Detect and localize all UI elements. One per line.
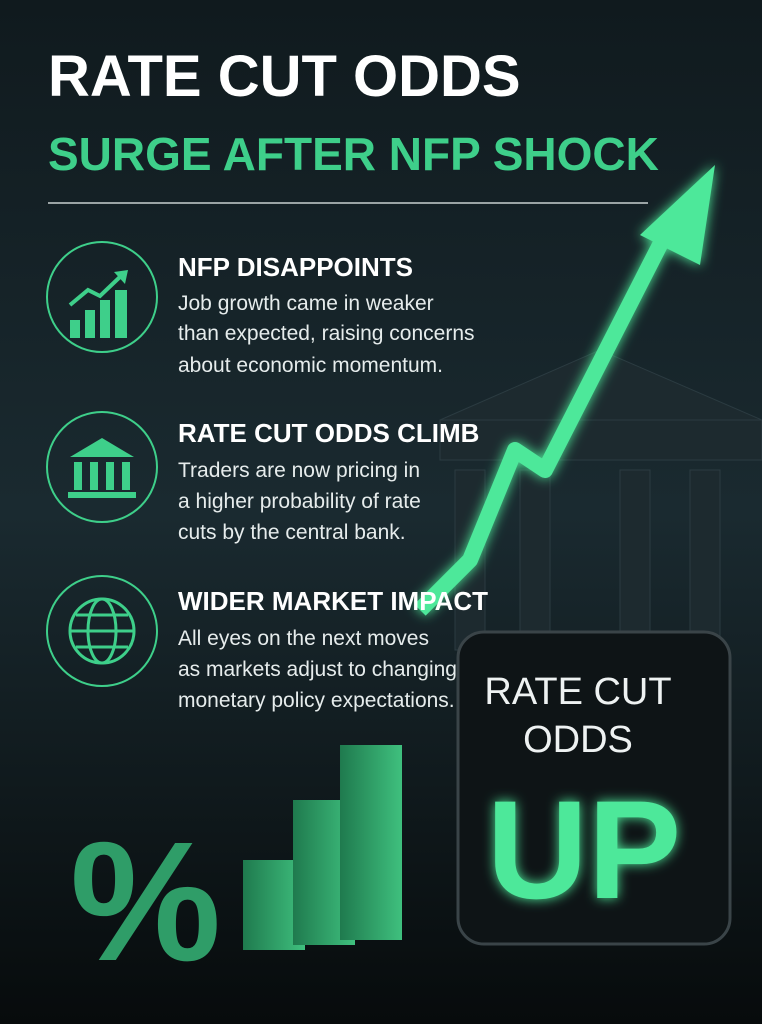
item-text: Traders are now pricing in	[178, 459, 420, 482]
chart-icon	[68, 270, 128, 338]
item-text: about economic momentum.	[178, 354, 443, 377]
item-text: Job growth came in weaker	[178, 292, 434, 315]
trend-arrow	[414, 165, 715, 616]
item-text: as markets adjust to changing	[178, 658, 457, 681]
item-text: cuts by the central bank.	[178, 521, 406, 544]
decor-bars	[243, 745, 402, 950]
sign-big: UP	[487, 771, 681, 928]
title: RATE CUT ODDS	[48, 44, 521, 109]
item-text: All eyes on the next moves	[178, 627, 429, 650]
item-heading: NFP DISAPPOINTS	[178, 252, 413, 282]
item-heading: WIDER MARKET IMPACT	[178, 586, 488, 616]
item-text: monetary policy expectations.	[178, 689, 455, 712]
sign-text: RATE CUT	[484, 671, 671, 713]
globe-icon	[68, 597, 136, 665]
item-text: than expected, raising concerns	[178, 322, 475, 345]
bank-icon	[68, 438, 136, 498]
sign-text: ODDS	[523, 719, 633, 761]
item-text: a higher probability of rate	[178, 490, 421, 513]
item-heading: RATE CUT ODDS CLIMB	[178, 418, 479, 448]
building	[439, 349, 762, 651]
percent-symbol: %	[70, 807, 221, 997]
sign	[456, 630, 732, 946]
subtitle: SURGE AFTER NFP SHOCK	[48, 128, 659, 180]
icons	[46, 241, 158, 687]
